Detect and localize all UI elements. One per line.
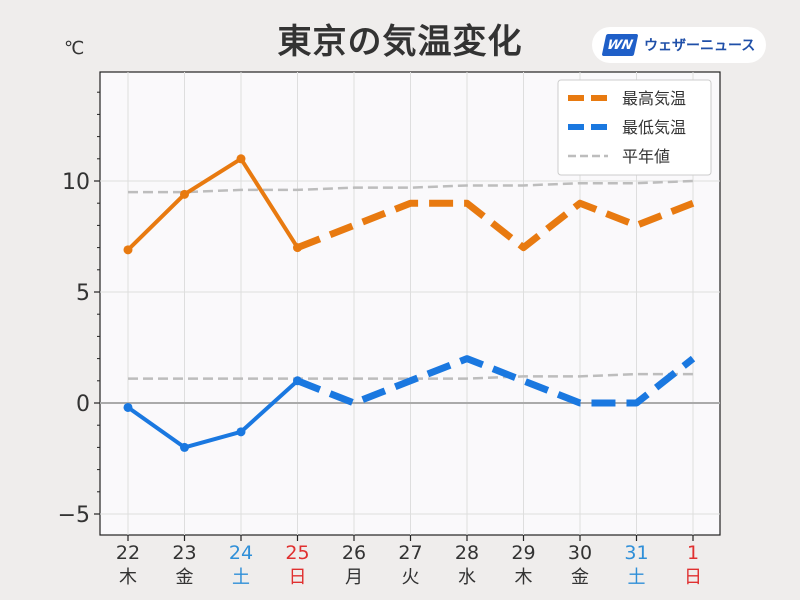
min-observed-point xyxy=(236,427,246,437)
max-forecast-line xyxy=(296,199,695,252)
legend-label: 最低気温 xyxy=(622,118,686,137)
x-dow-label: 木 xyxy=(119,567,137,588)
normal-low-line xyxy=(128,372,693,380)
x-dow-label: 水 xyxy=(458,567,476,588)
max-observed-point xyxy=(123,245,133,255)
chart-title: 東京の気温変化 xyxy=(277,22,523,62)
max-observed-point xyxy=(236,154,246,164)
axes: −5 0 5 10 22 木 23 金 24 土 25 日 26 月 27 火 28 水 29 木 30 金 31 土 1 日 xyxy=(58,91,702,588)
weathernews-logo: WN ウェザーニュース xyxy=(592,27,766,63)
x-dow-label: 金 xyxy=(571,567,589,588)
x-date-label: 25 xyxy=(285,542,309,564)
x-date-label: 1 xyxy=(687,542,699,564)
y-tick-label: 0 xyxy=(76,392,90,417)
min-observed-point xyxy=(123,402,133,412)
x-date-label: 22 xyxy=(116,542,140,564)
x-dow-label: 金 xyxy=(176,567,194,588)
x-date-label: 30 xyxy=(568,542,592,564)
min-observed-line xyxy=(126,379,299,450)
series-lines xyxy=(123,154,696,452)
normal-lines xyxy=(128,179,694,380)
x-date-label: 29 xyxy=(511,542,535,564)
x-date-label: 26 xyxy=(342,542,366,564)
legend-box xyxy=(557,79,712,176)
y-tick-label: 5 xyxy=(76,281,90,306)
y-axis-unit: ℃ xyxy=(64,38,85,59)
x-date-label: 31 xyxy=(624,542,648,564)
x-dow-label: 月 xyxy=(345,567,363,588)
y-tick-label: −5 xyxy=(58,503,90,528)
x-date-label: 27 xyxy=(398,542,422,564)
x-date-label: 24 xyxy=(229,542,253,564)
x-dow-label: 日 xyxy=(684,567,702,588)
normal-high-line xyxy=(128,179,694,194)
x-dow-label: 土 xyxy=(628,567,646,588)
x-dow-label: 火 xyxy=(402,567,420,588)
x-dow-label: 木 xyxy=(515,567,533,588)
y-tick-label: 10 xyxy=(62,170,90,195)
max-observed-line xyxy=(126,156,300,252)
min-forecast-line xyxy=(296,355,696,407)
x-date-label: 23 xyxy=(172,542,196,564)
x-dow-label: 土 xyxy=(232,567,250,588)
legend-label: 平年値 xyxy=(622,147,670,166)
min-observed-point xyxy=(180,442,189,452)
x-date-label: 28 xyxy=(455,542,479,564)
max-observed-point xyxy=(180,189,189,199)
legend-label: 最高気温 xyxy=(622,89,686,108)
x-dow-label: 日 xyxy=(289,567,307,588)
weathernews-logo-text: ウェザーニュース xyxy=(644,38,756,54)
